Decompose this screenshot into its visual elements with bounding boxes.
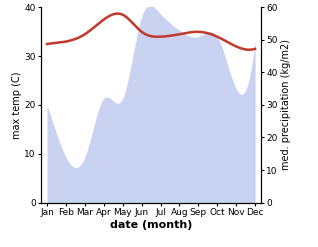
Y-axis label: med. precipitation (kg/m2): med. precipitation (kg/m2) xyxy=(280,40,291,170)
X-axis label: date (month): date (month) xyxy=(110,220,192,230)
Y-axis label: max temp (C): max temp (C) xyxy=(11,71,22,139)
